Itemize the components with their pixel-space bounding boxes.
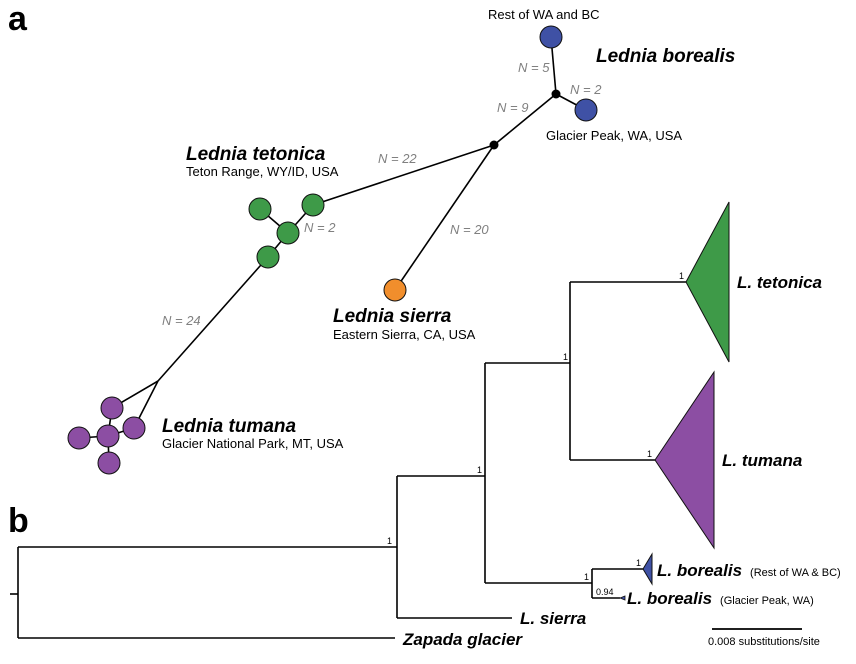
- support-tumana: 1: [647, 449, 652, 459]
- support-tetonica: 1: [679, 271, 684, 281]
- tip-label-borealis-rest: L. borealis (Rest of WA & BC): [657, 561, 841, 580]
- support-ingroup: 1: [477, 465, 482, 475]
- borealis-glacier-label: Glacier Peak, WA, USA: [546, 128, 682, 143]
- borealis-rest-clade-triangle: [642, 552, 653, 586]
- panel-b-label: b: [8, 502, 29, 540]
- tumana-species-label: Lednia tumana: [162, 416, 297, 437]
- tip-label-borealis-glacier-name: L. borealis: [627, 589, 712, 608]
- tip-label-borealis-rest-paren: (Rest of WA & BC): [750, 567, 841, 579]
- tip-label-sierra: L. sierra: [520, 609, 586, 628]
- haplotype-tumana: [96, 424, 120, 448]
- tip-label-tumana: L. tumana: [722, 451, 802, 470]
- n-borealis-rest: N = 5: [518, 60, 550, 75]
- sierra-location-label: Eastern Sierra, CA, USA: [333, 327, 476, 342]
- borealis-glacier-clade-triangle: [618, 595, 626, 601]
- haplotype-tumana: [67, 426, 91, 450]
- tip-label-tetonica: L. tetonica: [737, 273, 822, 292]
- haplotype-tetonica: [248, 197, 272, 221]
- median-node-root: [489, 140, 499, 150]
- haplotype-tetonica: [301, 193, 325, 217]
- tip-label-borealis-rest-name: L. borealis: [657, 561, 742, 580]
- haplotype-borealis-rest: [539, 25, 563, 49]
- borealis-rest-label: Rest of WA and BC: [488, 7, 600, 22]
- panel-a-label: a: [8, 0, 28, 38]
- borealis-species-label: Lednia borealis: [596, 46, 735, 67]
- tetonica-clade-triangle: [685, 201, 730, 363]
- n-tetonica-small: N = 2: [304, 220, 336, 235]
- n-sierra-stem: N = 20: [450, 222, 489, 237]
- haplotype-tetonica: [276, 221, 300, 245]
- support-borealis-rest: 1: [636, 558, 641, 568]
- support-borealis-glacier: 0.94: [596, 587, 614, 597]
- tetonica-location-label: Teton Range, WY/ID, USA: [186, 164, 339, 179]
- median-node-borealis: [551, 89, 561, 99]
- haplotype-borealis-glacier: [574, 98, 598, 122]
- haplotype-tumana: [97, 451, 121, 475]
- haplotype-tumana: [100, 396, 124, 420]
- tip-label-borealis-glacier-paren: (Glacier Peak, WA): [720, 595, 814, 607]
- n-borealis-glacier: N = 2: [570, 82, 602, 97]
- n-tumana-stem: N = 24: [162, 313, 201, 328]
- sierra-species-label: Lednia sierra: [333, 306, 452, 327]
- n-tetonica-stem: N = 22: [378, 151, 417, 166]
- n-borealis-stem: N = 9: [497, 100, 528, 115]
- support-borealis: 1: [584, 572, 589, 582]
- tumana-location-label: Glacier National Park, MT, USA: [162, 436, 344, 451]
- haplotype-sierra: [383, 278, 407, 302]
- support-tet-tum: 1: [563, 352, 568, 362]
- tip-label-borealis-glacier: L. borealis (Glacier Peak, WA): [627, 589, 814, 608]
- tip-label-zapada: Zapada glacier: [402, 630, 523, 649]
- support-root: 1: [387, 536, 392, 546]
- tetonica-species-label: Lednia tetonica: [186, 144, 326, 165]
- tree-branches: [10, 281, 686, 639]
- haplotype-tetonica: [256, 245, 280, 269]
- tumana-clade-triangle: [654, 370, 715, 550]
- scale-bar-label: 0.008 substitutions/site: [708, 636, 820, 648]
- haplotype-tumana: [122, 416, 146, 440]
